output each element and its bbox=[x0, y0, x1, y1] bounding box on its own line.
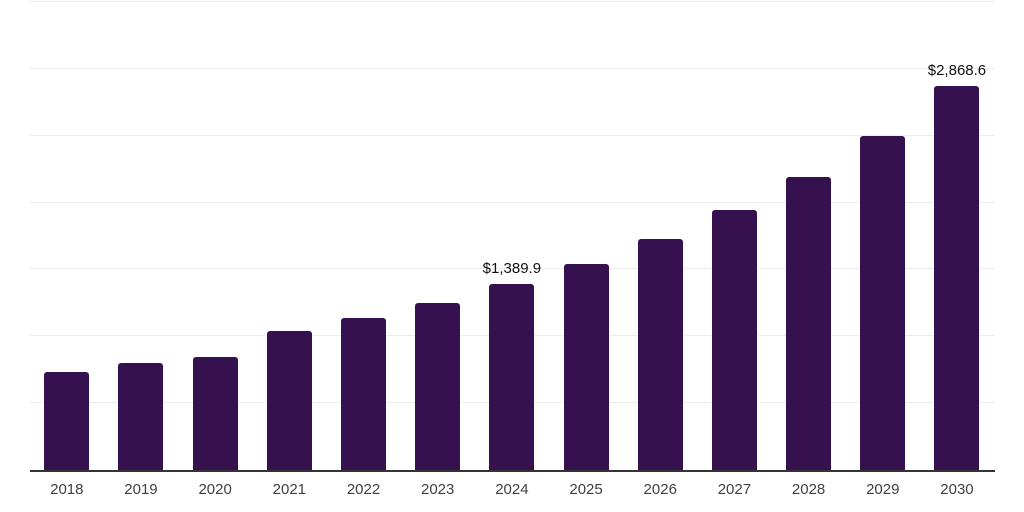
x-tick-label-2025: 2025 bbox=[569, 481, 603, 498]
plot-area: $1,389.9 $2,868.6 bbox=[30, 1, 995, 472]
bar-2019 bbox=[118, 363, 164, 470]
x-tick-label-2020: 2020 bbox=[198, 481, 232, 498]
bar-2026 bbox=[637, 238, 683, 470]
bar-2020 bbox=[192, 357, 238, 470]
bar-2023 bbox=[415, 302, 461, 470]
bar-2030 bbox=[934, 86, 980, 470]
bar-2018 bbox=[44, 372, 90, 470]
x-axis-line bbox=[30, 470, 995, 472]
gridline-3500 bbox=[30, 1, 995, 2]
x-tick-label-2018: 2018 bbox=[50, 481, 84, 498]
bar-2022 bbox=[341, 317, 387, 470]
bar-2025 bbox=[563, 264, 609, 470]
value-label-2024: $1,389.9 bbox=[482, 260, 542, 278]
gridline-1500 bbox=[30, 268, 995, 270]
bar-2024 bbox=[489, 284, 535, 470]
gridline-2500 bbox=[30, 134, 995, 136]
gridline-3000 bbox=[30, 67, 995, 69]
value-label-2030: $2,868.6 bbox=[927, 62, 987, 80]
x-tick-label-2019: 2019 bbox=[124, 481, 158, 498]
bar-2021 bbox=[266, 330, 312, 470]
x-tick-label-2023: 2023 bbox=[421, 481, 455, 498]
x-tick-label-2027: 2027 bbox=[717, 481, 752, 498]
x-tick-label-2022: 2022 bbox=[346, 481, 381, 498]
x-tick-label-2030: 2030 bbox=[940, 481, 974, 498]
bar-2028 bbox=[786, 176, 832, 470]
x-tick-label-2024: 2024 bbox=[495, 481, 529, 498]
bar-2029 bbox=[860, 135, 906, 470]
gridline-2000 bbox=[30, 201, 995, 203]
bar-2027 bbox=[711, 209, 757, 470]
x-tick-label-2028: 2028 bbox=[791, 481, 826, 498]
x-tick-label-2021: 2021 bbox=[272, 481, 307, 498]
x-tick-label-2026: 2026 bbox=[643, 481, 677, 498]
x-tick-label-2029: 2029 bbox=[866, 481, 900, 498]
